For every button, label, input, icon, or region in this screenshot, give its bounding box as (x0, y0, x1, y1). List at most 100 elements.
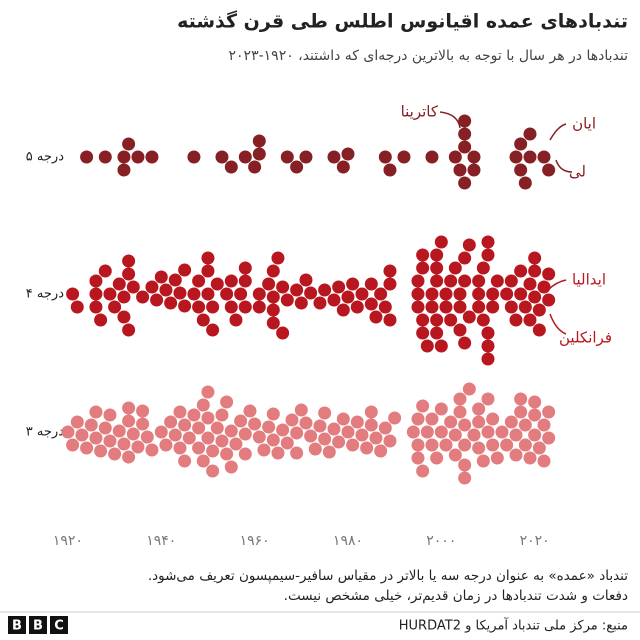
hurricane-dot (369, 310, 383, 324)
hurricane-dot (66, 287, 80, 301)
hurricane-dot (201, 385, 215, 399)
hurricane-dot (537, 454, 551, 468)
annotation-lines-4 (547, 279, 567, 335)
hurricane-dot (229, 437, 243, 451)
hurricane-dot (327, 293, 341, 307)
hurricane-dot (481, 248, 495, 262)
hurricane-dot (220, 395, 234, 409)
hurricane-dot (266, 316, 280, 330)
hurricane-dot (206, 464, 220, 478)
hurricane-dot (542, 431, 556, 445)
hurricane-dot (159, 438, 173, 452)
hurricane-dot (425, 287, 439, 301)
hurricane-dot (472, 415, 486, 429)
chart-title: تندبادهای عمده اقیانوس اطلس طی قرن گذشته (177, 10, 628, 33)
hurricane-dot (383, 264, 397, 278)
hurricane-dot (318, 432, 332, 446)
hurricane-dot (448, 428, 462, 442)
hurricane-dot (210, 421, 224, 435)
hurricane-dot (537, 418, 551, 432)
hurricane-dot (89, 274, 103, 288)
hurricane-dot (108, 447, 122, 461)
hurricane-dot (103, 434, 117, 448)
hurricane-dot (458, 251, 472, 265)
hurricane-dot (294, 403, 308, 417)
hurricane-dot (266, 407, 280, 421)
hurricane-dot (206, 300, 220, 314)
katrina-line (439, 111, 461, 129)
hurricane-dot (150, 293, 164, 307)
hurricane-dot (332, 435, 346, 449)
hurricane-dot (192, 300, 206, 314)
hurricane-dot (276, 280, 290, 294)
hurricane-dot (145, 150, 159, 164)
hurricane-dot (378, 300, 392, 314)
source: منبع: مرکز ملی تندباد آمریکا و HURDAT2 (399, 617, 628, 634)
hurricane-dot (453, 300, 467, 314)
hurricane-dot (481, 425, 495, 439)
hurricane-dot (140, 430, 154, 444)
hurricane-dot (411, 274, 425, 288)
hurricane-dot (280, 293, 294, 307)
hurricane-dot (500, 287, 514, 301)
bbc-logo (8, 616, 68, 634)
hurricane-dot (327, 422, 341, 436)
hurricane-dot (355, 428, 369, 442)
hurricane-dot (523, 313, 537, 327)
hurricane-dot (481, 339, 495, 353)
hurricane-dot (252, 287, 266, 301)
hurricane-dot (94, 313, 108, 327)
hurricane-dot (514, 264, 528, 278)
hurricane-dot (504, 415, 518, 429)
hurricane-dot (467, 428, 481, 442)
hurricane-dot (122, 401, 136, 415)
hurricane-dot (458, 114, 472, 128)
hurricane-dot (448, 448, 462, 462)
hurricane-dot (355, 287, 369, 301)
annotation: کاترینا (401, 103, 439, 121)
hurricane-dot (75, 428, 89, 442)
hurricane-dot (439, 438, 453, 452)
hurricane-dot (448, 150, 462, 164)
hurricane-dot (304, 286, 318, 300)
hurricane-dot (98, 264, 112, 278)
hurricane-dot (285, 413, 299, 427)
hurricane-dot (500, 438, 514, 452)
hurricane-dot (518, 438, 532, 452)
hurricane-dot (518, 300, 532, 314)
hurricane-dot (252, 147, 266, 161)
hurricane-dot (416, 326, 430, 340)
hurricane-dot (234, 287, 248, 301)
hurricane-dot (290, 160, 304, 174)
hurricane-dot (472, 287, 486, 301)
hurricane-dot (518, 176, 532, 190)
hurricane-dot (369, 431, 383, 445)
hurricane-dot (61, 425, 75, 439)
hurricane-dot (229, 313, 243, 327)
hurricane-dot (472, 441, 486, 455)
hurricane-dot (103, 408, 117, 422)
hurricane-dot (374, 287, 388, 301)
hurricane-dot (192, 274, 206, 288)
hurricane-dot (523, 451, 537, 465)
hurricane-dot (89, 405, 103, 419)
hurricane-dot (523, 277, 537, 291)
hurricane-dot (168, 273, 182, 287)
hurricane-dot (346, 277, 360, 291)
hurricane-dot (164, 415, 178, 429)
hurricane-dot (481, 352, 495, 366)
hurricane-dot (439, 300, 453, 314)
hurricane-dot (112, 424, 126, 438)
hurricane-dot (238, 447, 252, 461)
hurricane-dot (411, 438, 425, 452)
hurricane-dot (542, 267, 556, 281)
hurricane-dot (271, 446, 285, 460)
hurricane-dot (112, 277, 126, 291)
hurricane-dot (476, 313, 490, 327)
hurricane-dot (509, 313, 523, 327)
hurricane-dot (467, 163, 481, 177)
hurricane-dot (117, 290, 131, 304)
logo-letter: B (33, 619, 43, 634)
hurricane-dot (486, 300, 500, 314)
hurricane-dot (453, 323, 467, 337)
